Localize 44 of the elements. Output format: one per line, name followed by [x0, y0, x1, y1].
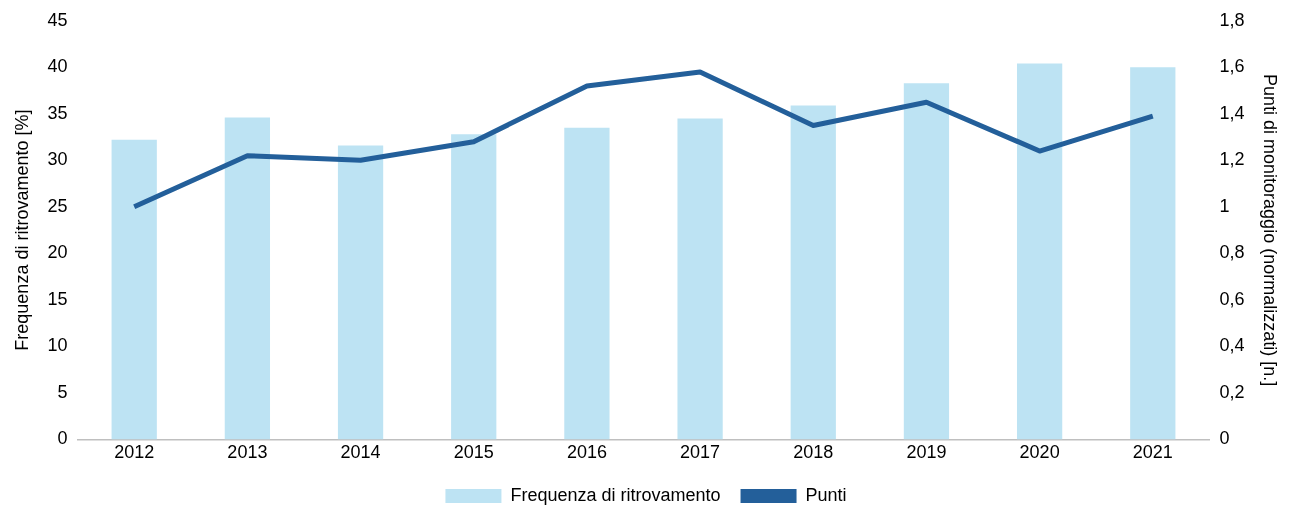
x-tick-label: 2016 [566, 442, 607, 463]
x-tick-label: 2021 [1132, 442, 1173, 463]
bar [337, 145, 384, 440]
legend-label: Frequenza di ritrovamento [510, 484, 721, 505]
x-tick-label: 2017 [680, 442, 721, 463]
y-tick-label: 30 [47, 149, 68, 170]
legend-label: Punti [805, 484, 847, 505]
y-tick-label: 40 [47, 56, 68, 77]
y2-axis-title: Punti di monitoraggio (normalizzati) [n.] [1260, 74, 1281, 387]
y-axis-title: Frequenza di ritrovamento [%] [11, 109, 32, 351]
y2-tick-label: 1,6 [1219, 56, 1245, 77]
y2-tick-label: 1,2 [1219, 149, 1245, 170]
bar [903, 83, 950, 440]
y2-tick-label: 1,8 [1219, 9, 1245, 30]
y2-tick-label: 0,8 [1219, 242, 1245, 263]
bar [1016, 63, 1063, 440]
y-tick-label: 15 [47, 288, 68, 309]
y-tick-label: 0 [57, 428, 68, 449]
bar [224, 117, 271, 440]
y2-tick-label: 0,4 [1219, 335, 1245, 356]
x-tick-label: 2020 [1019, 442, 1060, 463]
x-tick-label: 2018 [793, 442, 834, 463]
y-tick-label: 5 [57, 381, 68, 402]
x-tick-label: 2013 [227, 442, 268, 463]
bar [111, 139, 157, 440]
y-tick-label: 25 [47, 195, 68, 216]
x-tick-label: 2019 [906, 442, 947, 463]
bar [677, 118, 723, 440]
y2-tick-label: 0,2 [1219, 381, 1245, 402]
y2-tick-label: 0 [1219, 428, 1230, 449]
x-tick-label: 2012 [114, 442, 155, 463]
bar [1130, 67, 1176, 440]
y2-tick-label: 0,6 [1219, 288, 1245, 309]
y-tick-label: 45 [47, 9, 68, 30]
x-tick-label: 2015 [453, 442, 494, 463]
x-tick-label: 2014 [340, 442, 381, 463]
y2-tick-label: 1,4 [1219, 102, 1245, 123]
bar [790, 105, 836, 440]
bar [564, 127, 610, 440]
y-tick-label: 35 [47, 102, 68, 123]
bar [451, 134, 497, 440]
y-tick-label: 20 [47, 242, 68, 263]
y-tick-label: 10 [47, 335, 68, 356]
y2-tick-label: 1 [1219, 195, 1230, 216]
